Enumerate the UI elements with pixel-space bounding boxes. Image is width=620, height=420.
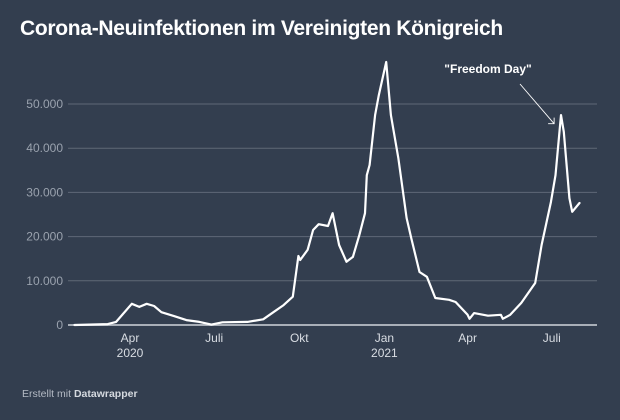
annotations: "Freedom Day" <box>444 62 555 125</box>
y-tick-label: 0 <box>56 318 63 332</box>
x-tick-label: Apr <box>121 331 140 345</box>
y-tick-label: 30.000 <box>26 185 63 199</box>
y-tick-label: 20.000 <box>26 230 63 244</box>
series-line-neuinfektionen <box>73 60 581 327</box>
y-tick-label: 50.000 <box>26 97 63 111</box>
footer-brand: Datawrapper <box>73 388 138 400</box>
x-tick-label: Juli <box>205 331 223 345</box>
annotation-label: "Freedom Day" <box>444 62 531 76</box>
chart-title: Corona-Neuinfektionen im Vereinigten Kön… <box>20 17 503 40</box>
x-tick-label: Jan <box>375 331 394 345</box>
footer-credit: Erstellt mit Datawrapper <box>22 388 138 400</box>
arrow-head-icon <box>548 117 555 125</box>
y-tick-label: 10.000 <box>26 274 63 288</box>
x-tick-year-label: 2021 <box>371 346 398 360</box>
y-tick-label: 40.000 <box>26 141 63 155</box>
x-tick-label: Apr <box>458 331 477 345</box>
x-tick-year-label: 2020 <box>117 346 144 360</box>
footer-prefix: Erstellt mit <box>22 388 72 400</box>
y-axis-ticks: 0 10.000 20.000 30.000 40.000 50.000 <box>26 97 63 332</box>
annotation-arrow <box>519 83 555 124</box>
grid-lines <box>68 103 597 326</box>
x-tick-label: Okt <box>290 331 309 345</box>
x-tick-label: Juli <box>543 331 561 345</box>
